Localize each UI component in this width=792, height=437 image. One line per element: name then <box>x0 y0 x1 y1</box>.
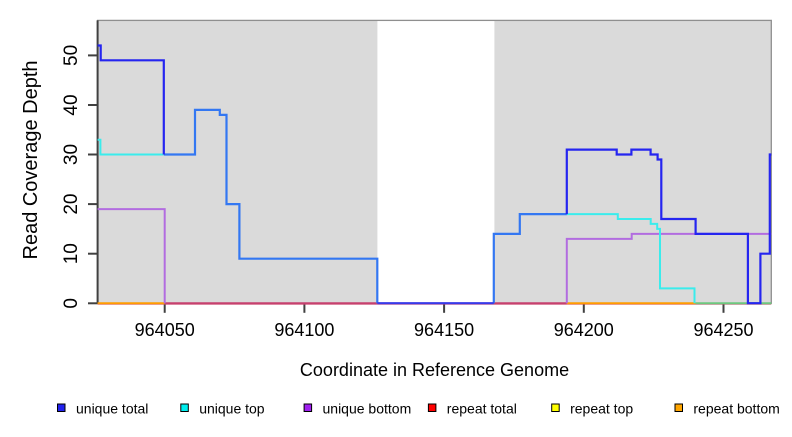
svg-text:10: 10 <box>61 243 82 264</box>
svg-text:30: 30 <box>61 144 82 165</box>
svg-text:0: 0 <box>61 298 82 309</box>
svg-text:Coordinate in Reference Genome: Coordinate in Reference Genome <box>300 360 569 380</box>
svg-text:964150: 964150 <box>414 320 474 340</box>
svg-text:unique bottom: unique bottom <box>323 401 412 417</box>
svg-text:964250: 964250 <box>693 320 753 340</box>
svg-text:964100: 964100 <box>274 320 334 340</box>
svg-text:964200: 964200 <box>554 320 614 340</box>
svg-text:repeat total: repeat total <box>447 401 517 417</box>
svg-text:40: 40 <box>61 94 82 115</box>
svg-text:repeat bottom: repeat bottom <box>693 401 779 417</box>
svg-text:20: 20 <box>61 194 82 215</box>
svg-text:50: 50 <box>61 45 82 66</box>
svg-text:Read Coverage Depth: Read Coverage Depth <box>20 60 42 259</box>
svg-text:unique top: unique top <box>199 401 265 417</box>
svg-text:repeat top: repeat top <box>570 401 633 417</box>
svg-text:unique total: unique total <box>76 401 148 417</box>
svg-text:964050: 964050 <box>135 320 195 340</box>
